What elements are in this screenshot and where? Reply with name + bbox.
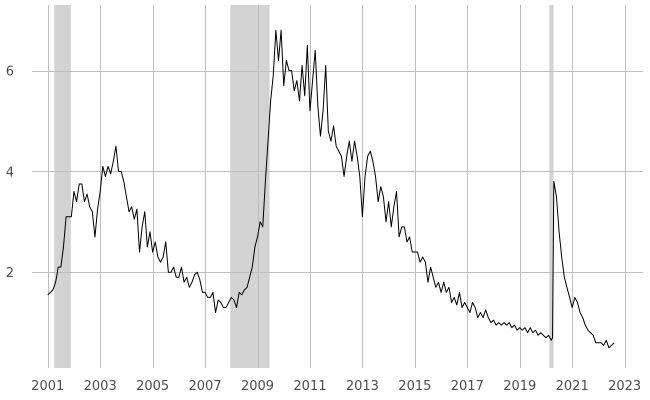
y-tick-label-2: 6	[6, 65, 14, 80]
x-tick-label-1: 2003	[84, 379, 117, 394]
x-tick-label-6: 2013	[346, 379, 379, 394]
y-tick-label-1: 4	[6, 165, 14, 180]
recession-shading-group	[54, 5, 554, 368]
x-tick-labels: 2001 2003 2005 2007 2009 2011 2013 2015 2017 2019…	[31, 379, 641, 394]
x-tick-label-4: 2009	[241, 379, 274, 394]
recession-band-1	[230, 5, 270, 368]
y-tick-labels: 2 4 6	[6, 65, 14, 282]
x-tick-label-3: 2007	[189, 379, 222, 394]
x-tick-label-7: 2015	[398, 379, 431, 394]
series-group	[47, 29, 615, 349]
series-line-0	[47, 29, 615, 349]
x-tick-label-9: 2019	[503, 379, 536, 394]
recession-band-0	[54, 5, 71, 368]
x-tick-label-8: 2017	[451, 379, 484, 394]
x-tick-label-10: 2021	[556, 379, 589, 394]
recession-band-2	[549, 5, 554, 368]
x-tick-label-11: 2023	[608, 379, 641, 394]
x-tick-label-0: 2001	[31, 379, 64, 394]
x-tick-label-5: 2011	[293, 379, 326, 394]
x-tick-label-2: 2005	[136, 379, 169, 394]
x-gridlines	[48, 5, 626, 368]
y-tick-label-0: 2	[6, 266, 14, 281]
y-gridlines	[32, 71, 643, 273]
